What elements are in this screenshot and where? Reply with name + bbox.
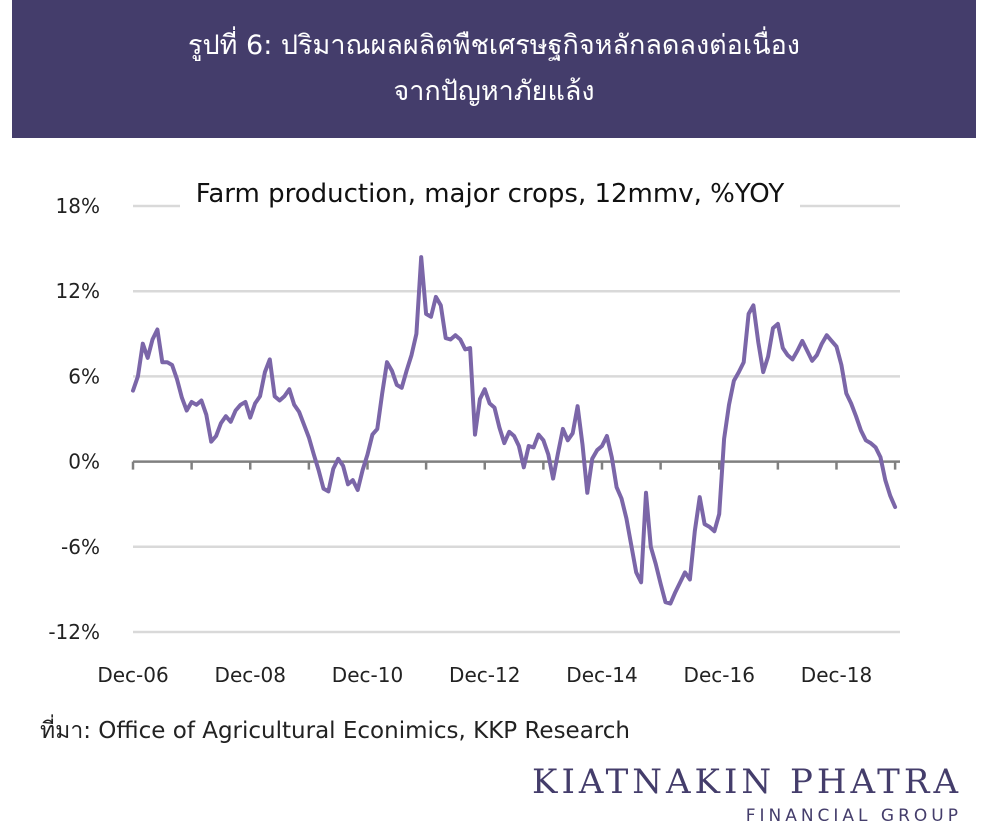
y-tick-label: 18%	[56, 194, 100, 218]
chart-title: Farm production, major crops, 12mmv, %YO…	[196, 179, 785, 209]
x-tick-labels: Dec-06 Dec-08 Dec-10 Dec-12 Dec-14 Dec-16 Dec-…	[97, 663, 872, 687]
x-tick-label: Dec-16	[684, 663, 755, 687]
company-logo: KIATNAKIN PHATRA FINANCIAL GROUP	[532, 760, 962, 826]
logo-sub-text: FINANCIAL GROUP	[745, 806, 962, 826]
chart-title-background	[180, 172, 800, 212]
figure-title-line2: จากปัญหาภัยแล้ง	[393, 76, 595, 107]
y-tick-label: 6%	[68, 364, 100, 388]
x-tick-label: Dec-08	[215, 663, 286, 687]
grid-lines	[133, 204, 900, 634]
x-axis	[131, 460, 900, 470]
figure-title-line1: รูปที่ 6: ปริมาณผลผลิตพืชเศรษฐกิจหลักลดล…	[188, 30, 800, 61]
figure-header: รูปที่ 6: ปริมาณผลผลิตพืชเศรษฐกิจหลักลดล…	[12, 0, 976, 138]
y-tick-label: 12%	[56, 279, 100, 303]
y-tick-label: -6%	[61, 535, 100, 559]
x-tick-label: Dec-14	[566, 663, 637, 687]
y-tick-labels: 18% 12% 6% 0% -6% -12%	[48, 194, 100, 644]
logo-main-text: KIATNAKIN PHATRA	[532, 762, 962, 802]
x-tick-label: Dec-10	[332, 663, 403, 687]
x-tick-label: Dec-06	[97, 663, 168, 687]
line-chart: 18%12%6%0%-6%-12% Dec-06 Dec-08 Dec-10 Dec-…	[48, 172, 900, 687]
x-tick-label: Dec-18	[801, 663, 872, 687]
y-tick-label: 0%	[68, 450, 100, 474]
series-line	[131, 255, 898, 606]
source-note: ที่มา: Office of Agricultural Econimics,…	[40, 718, 630, 744]
y-tick-label: -12%	[48, 620, 100, 644]
x-tick-label: Dec-12	[449, 663, 520, 687]
series-layer	[131, 255, 898, 606]
